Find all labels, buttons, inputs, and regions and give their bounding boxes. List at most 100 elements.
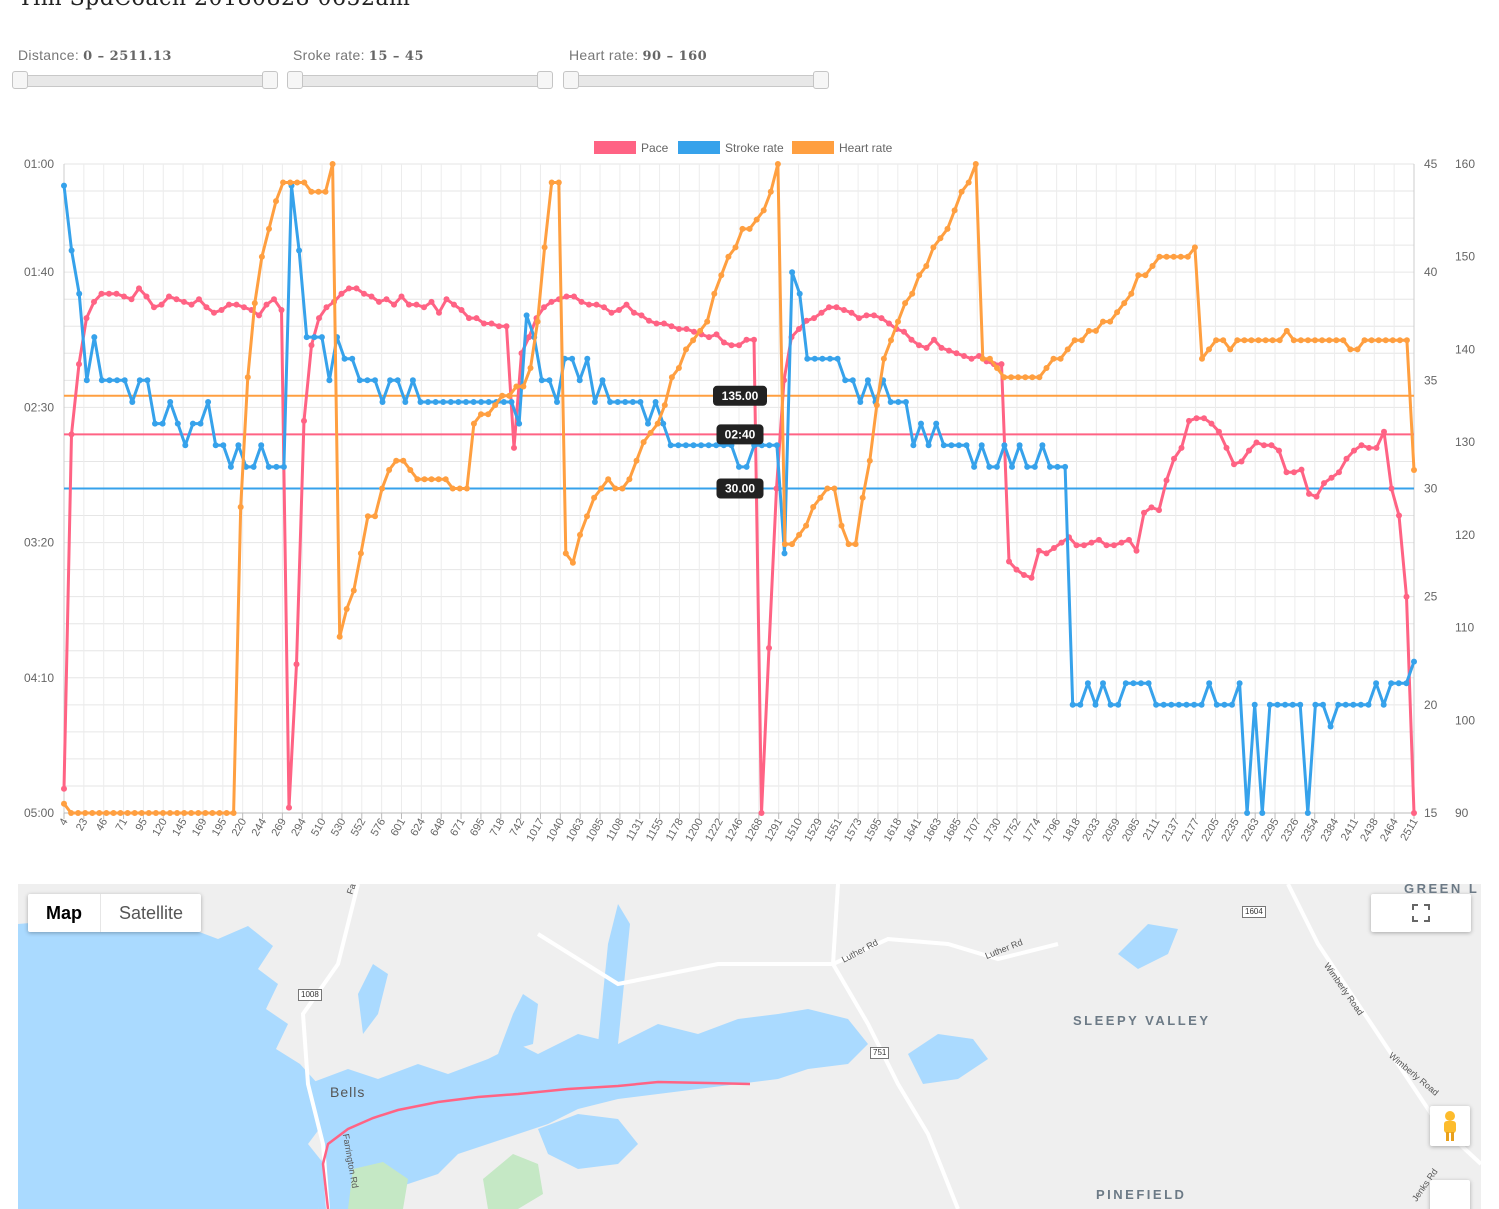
reference-label-box-heart bbox=[713, 385, 767, 406]
rowing-route bbox=[321, 1080, 751, 1209]
distance-range-slider[interactable] bbox=[12, 71, 278, 89]
data-point-pace bbox=[1156, 507, 1162, 514]
data-point-heart bbox=[916, 272, 923, 279]
data-point-stroke bbox=[121, 377, 128, 384]
data-point-pace bbox=[211, 309, 217, 316]
data-point-stroke bbox=[796, 290, 803, 297]
data-point-heart bbox=[1001, 374, 1008, 381]
data-point-stroke bbox=[197, 420, 204, 427]
data-point-heart bbox=[1389, 337, 1396, 344]
data-point-heart bbox=[195, 810, 202, 816]
fullscreen-button[interactable] bbox=[1371, 894, 1471, 932]
y-axis-stroke-tick-label: 40 bbox=[1424, 265, 1438, 279]
data-point-stroke bbox=[1138, 680, 1144, 687]
y-axis-pace-tick-label: 01:00 bbox=[24, 157, 54, 171]
data-point-stroke bbox=[948, 442, 955, 449]
data-point-heart bbox=[1220, 337, 1227, 344]
x-tick-label: 552 bbox=[349, 817, 369, 839]
x-tick-label: 220 bbox=[230, 817, 250, 839]
heart-rate-max-handle[interactable] bbox=[813, 71, 829, 89]
map-type-satellite-button[interactable]: Satellite bbox=[100, 894, 201, 932]
y-axis-stroke-tick-label: 15 bbox=[1424, 806, 1438, 820]
data-point-heart bbox=[131, 810, 138, 816]
map-type-map-button[interactable]: Map bbox=[46, 903, 82, 923]
x-tick-label: 742 bbox=[508, 817, 528, 839]
data-point-stroke bbox=[1153, 701, 1160, 708]
data-point-stroke bbox=[387, 377, 394, 384]
data-point-pace bbox=[458, 307, 465, 313]
data-point-pace bbox=[301, 417, 307, 424]
data-point-stroke bbox=[402, 399, 409, 405]
data-point-pace bbox=[1006, 558, 1012, 565]
data-point-pace bbox=[61, 785, 67, 792]
data-point-heart bbox=[421, 476, 428, 483]
data-point-pace bbox=[1073, 542, 1080, 549]
training-chart[interactable]: Pace Stroke rate Heart rate 01:00 01:40 02:3… bbox=[0, 130, 1499, 870]
x-tick-label: 195 bbox=[210, 817, 230, 839]
chart-series bbox=[61, 161, 1417, 816]
data-point-pace bbox=[113, 290, 120, 297]
fullscreen-icon bbox=[1412, 904, 1430, 922]
data-point-heart bbox=[1184, 253, 1191, 260]
data-point-stroke bbox=[1395, 680, 1402, 687]
data-point-pace bbox=[811, 315, 817, 322]
stroke-rate-max-handle[interactable] bbox=[537, 71, 553, 89]
heart-rate-min-handle[interactable] bbox=[563, 71, 579, 89]
data-point-heart bbox=[1036, 374, 1043, 381]
data-point-stroke bbox=[925, 442, 932, 449]
map-canvas[interactable] bbox=[18, 884, 1481, 1209]
y-axis-heart-tick-label: 150 bbox=[1455, 250, 1475, 264]
data-point-heart bbox=[414, 476, 421, 483]
legend-swatch-stroke bbox=[678, 141, 720, 154]
data-point-pace bbox=[668, 323, 675, 330]
park-south-2 bbox=[483, 1154, 543, 1209]
data-point-heart bbox=[824, 485, 831, 492]
stroke-rate-range-slider[interactable] bbox=[287, 71, 553, 89]
distance-max-handle[interactable] bbox=[262, 71, 278, 89]
data-point-heart bbox=[690, 337, 697, 344]
street-view-button[interactable] bbox=[1430, 1106, 1470, 1146]
data-point-pace bbox=[376, 298, 382, 305]
heart-rate-range-slider[interactable] bbox=[563, 71, 829, 89]
data-point-stroke bbox=[538, 377, 545, 384]
data-point-stroke bbox=[1350, 701, 1357, 708]
data-point-stroke bbox=[1297, 701, 1304, 708]
data-point-heart bbox=[810, 504, 817, 510]
heart-rate-filter-label: Heart rate: 90 – 160 bbox=[569, 47, 708, 64]
data-point-heart bbox=[725, 253, 732, 260]
data-point-heart bbox=[456, 485, 463, 492]
data-point-pace bbox=[841, 307, 847, 313]
data-point-pace bbox=[143, 293, 150, 300]
x-tick-label: 1551 bbox=[822, 817, 845, 844]
data-point-stroke bbox=[827, 355, 833, 362]
y-axis-stroke-tick-label: 45 bbox=[1424, 157, 1438, 171]
stroke-rate-min-handle[interactable] bbox=[287, 71, 303, 89]
data-point-heart bbox=[492, 402, 499, 409]
data-point-pace bbox=[1411, 810, 1417, 816]
data-point-heart bbox=[1008, 374, 1015, 381]
data-point-pace bbox=[91, 298, 97, 305]
x-tick-label: 601 bbox=[389, 817, 409, 839]
data-point-pace bbox=[451, 301, 457, 308]
data-point-heart bbox=[697, 327, 704, 334]
data-point-pace bbox=[638, 312, 645, 319]
data-point-pace bbox=[286, 804, 292, 811]
data-point-stroke bbox=[152, 420, 158, 427]
data-point-pace bbox=[923, 344, 930, 351]
zoom-control[interactable] bbox=[1430, 1180, 1470, 1209]
data-point-stroke bbox=[500, 399, 507, 405]
route-map[interactable]: Map Satellite SLEEPY VALLEY PINEFIELD GR… bbox=[18, 884, 1481, 1209]
data-point-stroke bbox=[114, 377, 121, 384]
distance-min-handle[interactable] bbox=[12, 71, 28, 89]
data-point-pace bbox=[1328, 474, 1335, 481]
data-point-pace bbox=[1336, 469, 1342, 476]
data-point-stroke bbox=[98, 377, 105, 384]
x-tick-label: 1752 bbox=[1001, 817, 1024, 844]
chart-legend[interactable]: Pace Stroke rate Heart rate bbox=[594, 141, 893, 155]
x-tick-label: 576 bbox=[369, 817, 389, 839]
reference-label-pace: 02:40 bbox=[725, 427, 756, 441]
data-point-pace bbox=[1021, 572, 1027, 578]
data-point-heart bbox=[888, 337, 894, 344]
data-point-stroke bbox=[1236, 680, 1243, 687]
data-point-stroke bbox=[303, 334, 310, 341]
